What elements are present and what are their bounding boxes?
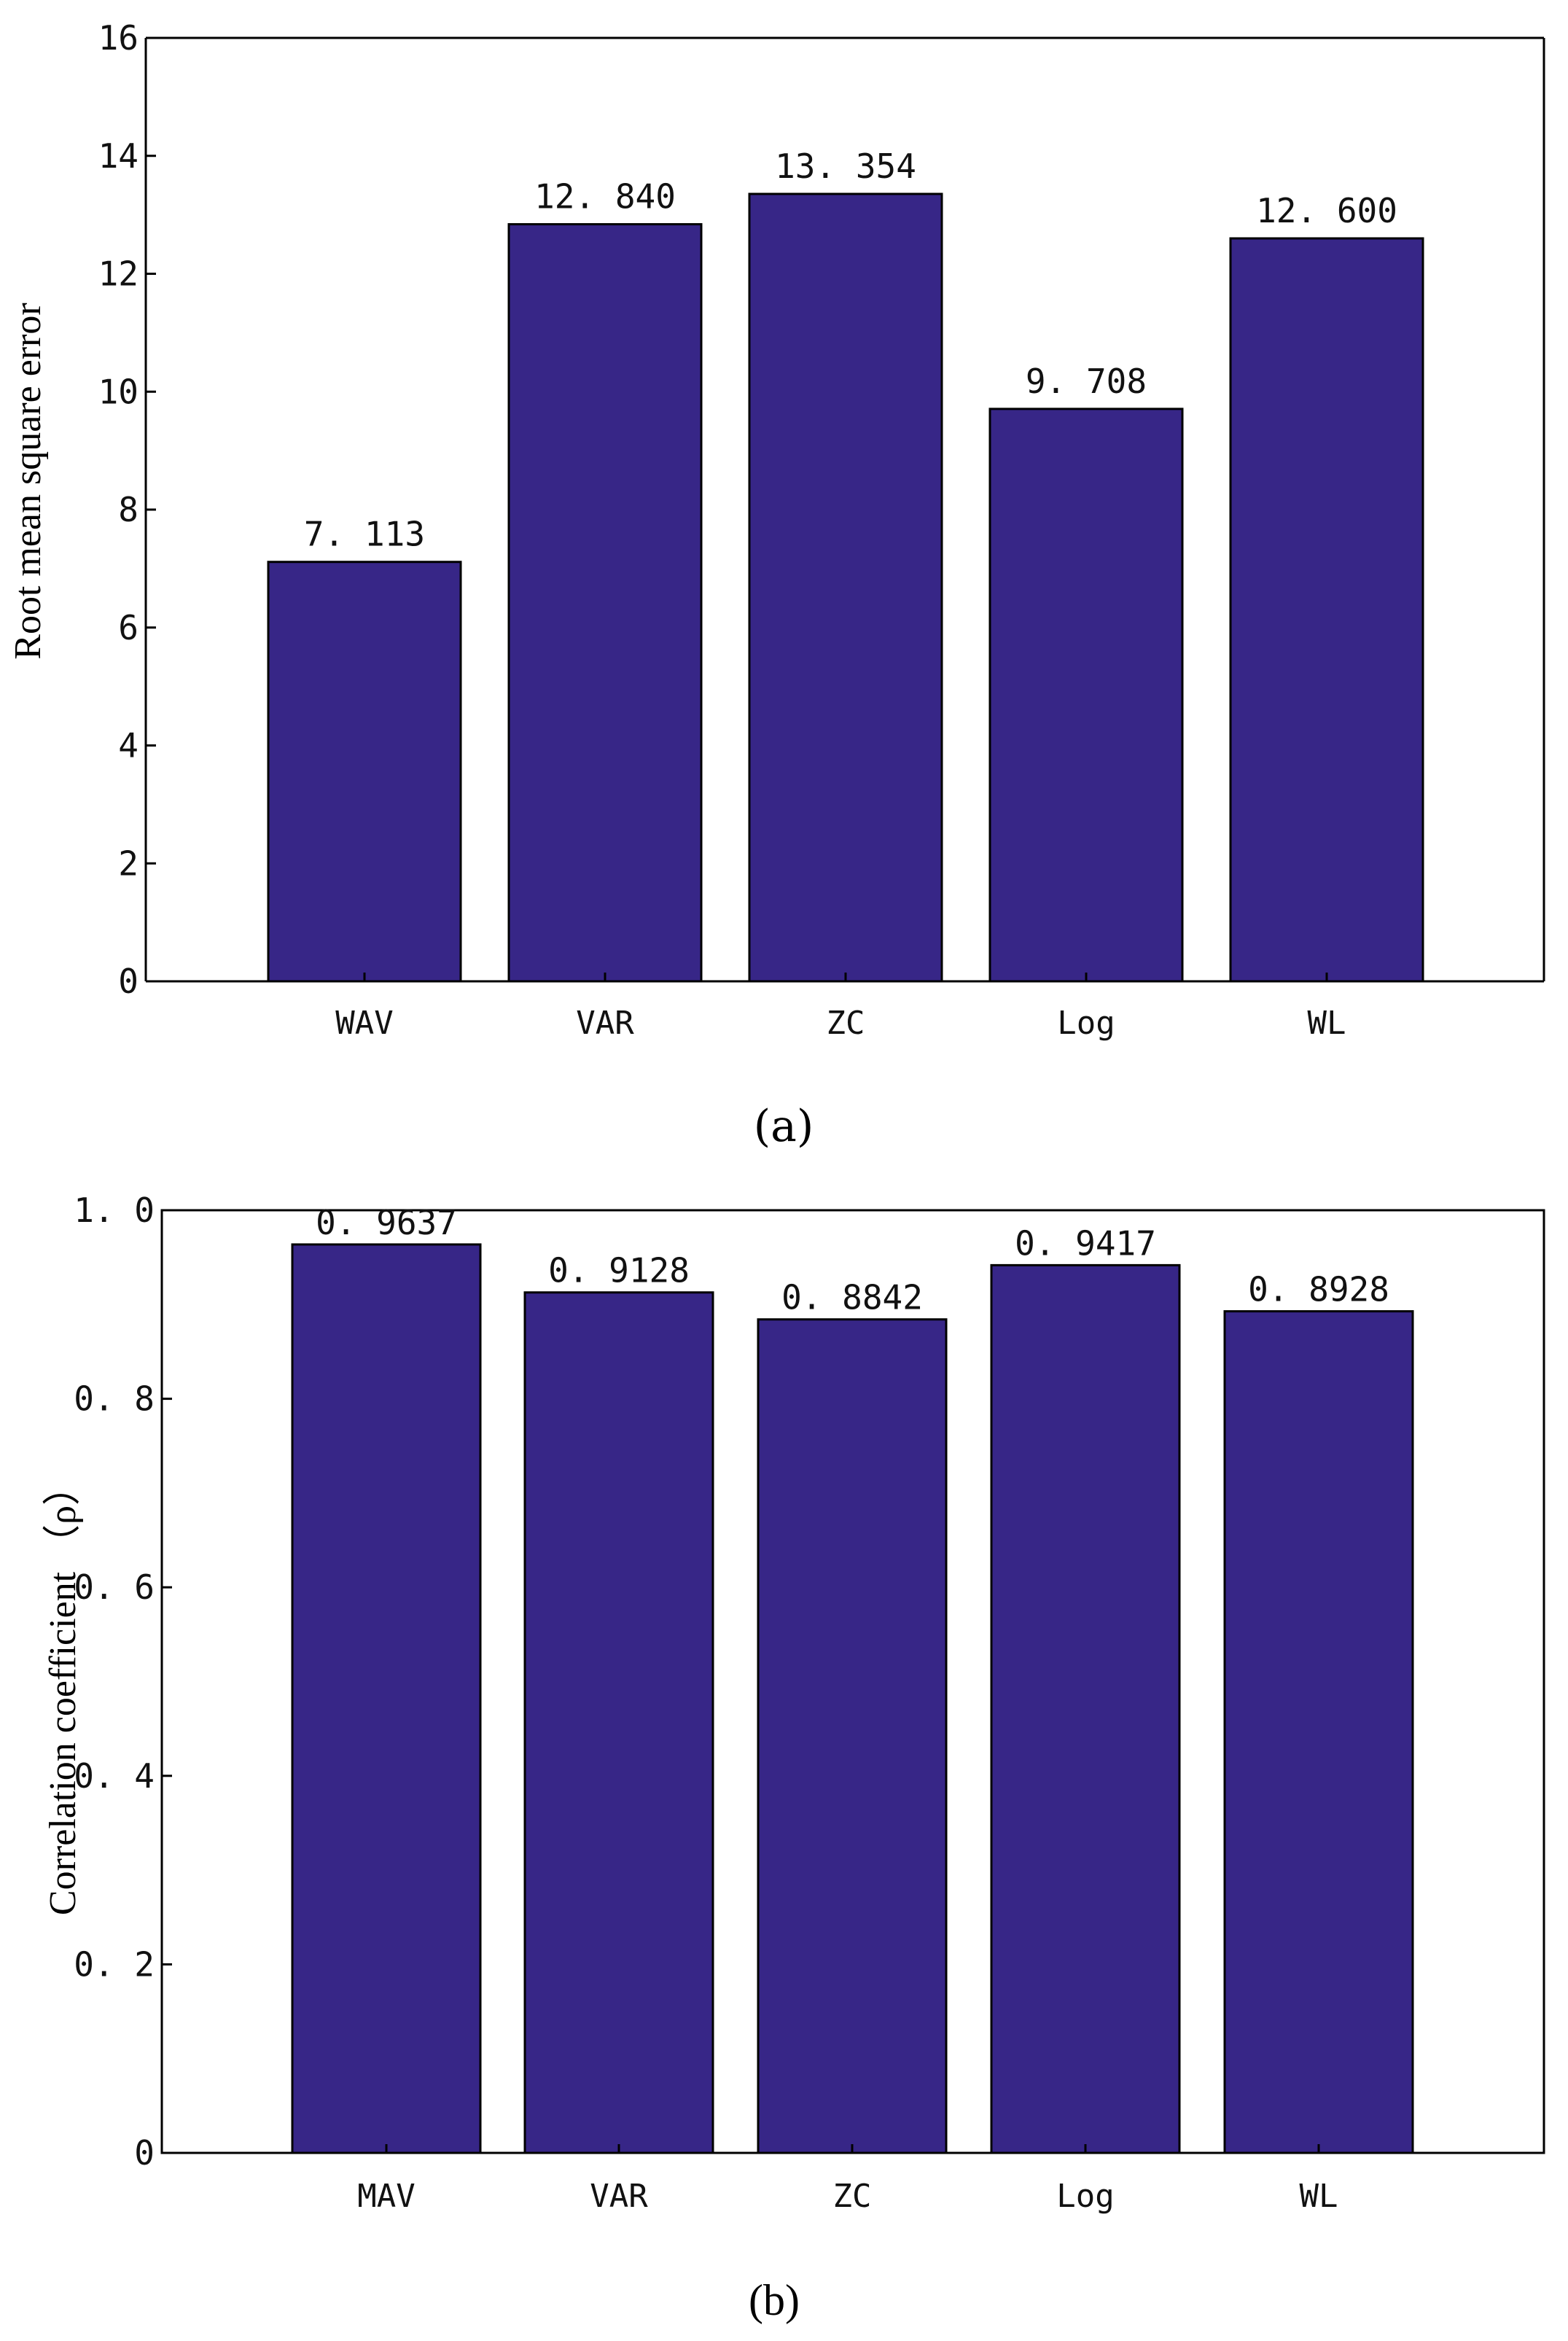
data-label-b-mav: 0. 9637: [316, 1203, 457, 1242]
caption-b: (b): [749, 2276, 800, 2324]
y-tick-label-a: 12: [98, 254, 139, 294]
data-label-a-zc: 13. 354: [775, 147, 916, 186]
category-label-b-mav: MAV: [357, 2178, 415, 2215]
y-tick-label-b: 0. 8: [74, 1379, 155, 1419]
y-tick-label-a: 16: [98, 18, 139, 58]
chart-a: 0 2 4 6 8 10 12 14 16 7. 113 WAV 12. 840 VAR 13. 354 Z…: [7, 18, 1545, 1042]
category-label-b-wl: WL: [1300, 2178, 1338, 2215]
data-label-b-var: 0. 9128: [548, 1251, 690, 1290]
bar-a-wav: [267, 561, 462, 983]
bar-b-zc: [757, 1318, 948, 2154]
y-tick-label-b: 0. 4: [74, 1756, 155, 1796]
data-label-a-wav: 7. 113: [304, 515, 425, 554]
y-tick-label-b: 0: [134, 2133, 155, 2173]
category-label-a-log: Log: [1057, 1005, 1115, 1042]
category-label-a-var: VAR: [576, 1005, 634, 1042]
y-tick-label-b: 1. 0: [74, 1191, 155, 1230]
y-axis-title-b: Correlation coefficient （ρ）: [42, 1468, 84, 1915]
bar-a-zc: [748, 192, 943, 983]
y-tick-label-a: 2: [118, 844, 139, 883]
bar-a-var: [507, 223, 703, 983]
bar-b-log: [990, 1263, 1181, 2154]
caption-a: (a): [754, 1101, 814, 1152]
y-tick-label-a: 6: [118, 608, 139, 647]
data-label-b-wl: 0. 8928: [1248, 1270, 1389, 1309]
data-label-b-zc: 0. 8842: [781, 1278, 923, 1317]
y-tick-label-a: 4: [118, 726, 139, 766]
bar-a-log: [988, 408, 1184, 983]
bar-b-var: [523, 1291, 714, 2154]
y-tick-label-b: 0. 6: [74, 1567, 155, 1607]
category-label-a-zc: ZC: [827, 1005, 865, 1042]
y-tick-label-a: 10: [98, 372, 139, 411]
chart-b: 0 0. 2 0. 4 0. 6 0. 8 1. 0 0. 9637 MAV 0. 9128 VA…: [42, 1191, 1545, 2215]
y-tick-label-a: 14: [98, 136, 139, 176]
bar-b-wl: [1223, 1310, 1414, 2154]
data-label-a-log: 9. 708: [1026, 362, 1147, 401]
category-label-a-wav: WAV: [335, 1005, 393, 1042]
y-axis-title-a: Root mean square error: [7, 303, 49, 659]
data-label-a-var: 12. 840: [534, 177, 676, 217]
y-tick-label-a: 8: [118, 490, 139, 529]
category-label-b-var: VAR: [590, 2178, 648, 2215]
y-tick-label-a: 0: [118, 962, 139, 1001]
category-label-b-log: Log: [1056, 2178, 1114, 2215]
bar-a-wl: [1229, 237, 1424, 983]
data-label-b-log: 0. 9417: [1015, 1223, 1156, 1263]
y-tick-label-b: 0. 2: [74, 1944, 155, 1984]
category-label-a-wl: WL: [1308, 1005, 1346, 1042]
category-label-b-zc: ZC: [833, 2178, 872, 2215]
data-label-a-wl: 12. 600: [1256, 191, 1397, 230]
bar-b-mav: [291, 1243, 482, 2154]
